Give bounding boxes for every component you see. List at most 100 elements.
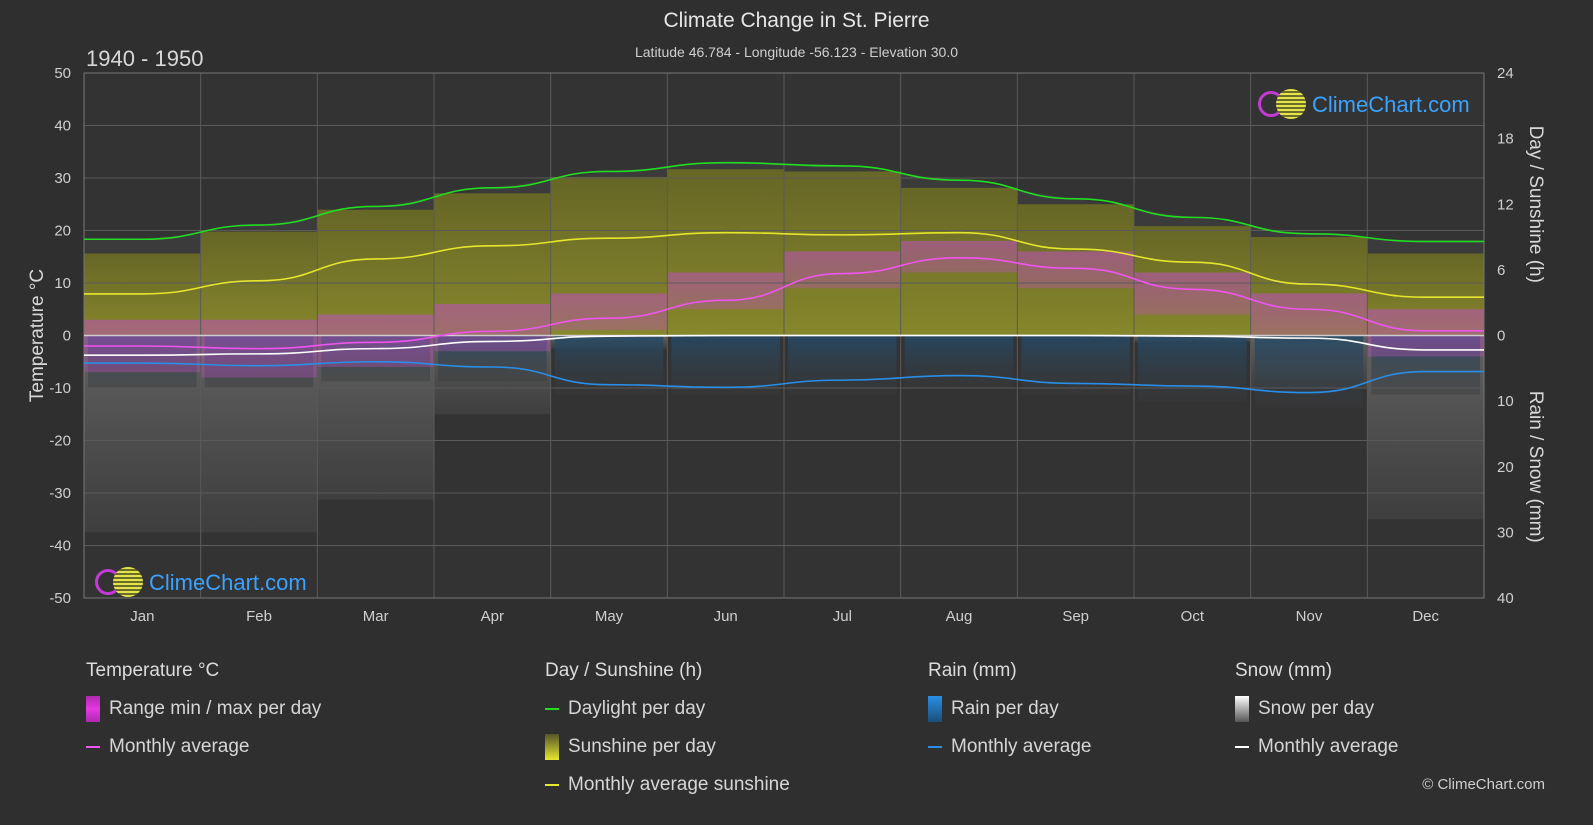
legend-label: Monthly average	[951, 736, 1092, 757]
logo-text: ClimeChart.com	[1312, 92, 1470, 117]
temp-range-bar	[667, 272, 784, 310]
period-label: 1940 - 1950	[86, 46, 204, 71]
left-tick-label: 30	[54, 170, 71, 187]
legend-item-sunshine: Sunshine per day	[545, 734, 790, 760]
rain-bar	[904, 335, 1014, 388]
x-tick-label: Apr	[481, 608, 504, 625]
temp-range-bar	[317, 314, 434, 367]
x-tick-label: Oct	[1181, 608, 1205, 625]
x-tick-label: May	[595, 608, 624, 625]
temp-avg-line	[84, 256, 1484, 350]
left-tick-label: -20	[49, 433, 71, 450]
range-swatch	[86, 696, 100, 722]
left-tick-label: 10	[54, 275, 71, 292]
left-tick-label: 20	[54, 223, 71, 240]
legend-item-rain: Rain per day	[928, 696, 1091, 722]
right-tick-label: 18	[1497, 131, 1514, 148]
rain-bar	[1021, 335, 1130, 395]
temp-range-bar	[550, 293, 668, 331]
right-tick-label: 30	[1497, 524, 1514, 541]
right-tick-label: 20	[1497, 459, 1514, 476]
sunshine-avg-line	[84, 231, 1484, 299]
temp-range-bar	[1250, 293, 1368, 336]
right-tick-label: 24	[1497, 65, 1514, 82]
rain-avg-line	[84, 360, 1484, 394]
legend-item-snow-avg: Monthly average	[1235, 736, 1398, 758]
left-tick-label: -40	[49, 538, 71, 555]
left-tick-label: 0	[63, 328, 71, 345]
legend-item-temp-avg: Monthly average	[86, 736, 321, 758]
snow-avg-swatch	[1235, 746, 1249, 748]
legend-temperature: Temperature °C Range min / max per day M…	[86, 660, 321, 774]
daylight-swatch	[545, 708, 559, 710]
legend-label: Monthly average	[1258, 736, 1399, 757]
legend-heading: Day / Sunshine (h)	[545, 660, 703, 681]
x-tick-label: Sep	[1062, 608, 1089, 625]
right-tick-label: 40	[1497, 590, 1514, 607]
legend-heading: Temperature °C	[86, 660, 220, 681]
chart-subtitle: Latitude 46.784 - Longitude -56.123 - El…	[634, 44, 959, 60]
temp-range-bar	[1017, 251, 1134, 289]
legend-label: Range min / max per day	[109, 698, 322, 719]
left-tick-label: 40	[54, 118, 71, 135]
logo-text: ClimeChart.com	[149, 570, 307, 595]
left-tick-label: -30	[49, 485, 71, 502]
y-axis-title-left: Temperature °C	[27, 269, 48, 402]
logo-top[interactable]: ClimeChart.com	[1258, 88, 1470, 122]
legend-label: Monthly average	[109, 736, 250, 757]
right-tick-label: 0	[1497, 328, 1505, 345]
logo-bottom[interactable]: ClimeChart.com	[95, 566, 307, 600]
legend-item-range: Range min / max per day	[86, 696, 322, 722]
legend-heading: Rain (mm)	[928, 660, 1017, 681]
left-tick-label: 50	[54, 65, 71, 82]
chart-title: Climate Change in St. Pierre	[663, 9, 930, 32]
legend-label: Snow per day	[1258, 698, 1375, 719]
temp-avg-swatch	[86, 746, 100, 748]
right-tick-label: 10	[1497, 393, 1514, 410]
rain-bar	[788, 335, 897, 395]
legend-snow: Snow (mm) Snow per day Monthly average	[1235, 660, 1398, 774]
legend-label: Sunshine per day	[568, 736, 716, 757]
sunshine-avg-swatch	[545, 784, 559, 786]
rain-swatch	[928, 696, 942, 722]
right-tick-label: 6	[1497, 262, 1505, 279]
daylight-line	[83, 161, 1484, 243]
x-tick-label: Jul	[833, 608, 852, 625]
x-tick-label: Nov	[1296, 608, 1323, 625]
legend-label: Daylight per day	[568, 698, 706, 719]
y-axis-title-right-bottom: Rain / Snow (mm)	[1525, 391, 1546, 543]
legend-rain: Rain (mm) Rain per day Monthly average	[928, 660, 1091, 774]
rain-bar	[1254, 335, 1364, 408]
legend-item-snow: Snow per day	[1235, 696, 1398, 722]
legend-sunshine: Day / Sunshine (h) Daylight per day Suns…	[545, 660, 790, 812]
legend-item-sunshine-avg: Monthly average sunshine	[545, 774, 790, 796]
climechart-logo-icon	[95, 566, 143, 600]
x-tick-label: Mar	[363, 608, 389, 625]
x-tick-label: Dec	[1412, 608, 1439, 625]
x-tick-label: Jun	[714, 608, 738, 625]
left-tick-label: -50	[49, 590, 71, 607]
y-axis-title-right-top: Day / Sunshine (h)	[1525, 126, 1546, 283]
sunshine-swatch	[545, 734, 559, 760]
copyright: © ClimeChart.com	[1422, 776, 1545, 793]
rain-bar	[671, 335, 780, 395]
snow-avg-line	[84, 334, 1484, 356]
snow-swatch	[1235, 696, 1249, 722]
legend-item-rain-avg: Monthly average	[928, 736, 1091, 758]
left-tick-label: -10	[49, 380, 71, 397]
legend-item-daylight: Daylight per day	[545, 698, 790, 720]
rain-bar	[1138, 335, 1247, 402]
temp-range-bar	[900, 241, 1018, 273]
rain-avg-swatch	[928, 746, 942, 748]
temp-range-bar	[1367, 309, 1484, 357]
right-tick-label: 12	[1497, 196, 1514, 213]
x-tick-label: Feb	[246, 608, 272, 625]
legend-label: Monthly average sunshine	[568, 774, 790, 795]
climechart-logo-icon	[1258, 88, 1306, 122]
x-tick-label: Jan	[130, 608, 154, 625]
sunshine-bar	[667, 169, 784, 336]
legend-label: Rain per day	[951, 698, 1059, 719]
legend-heading: Snow (mm)	[1235, 660, 1333, 681]
x-tick-label: Aug	[946, 608, 973, 625]
